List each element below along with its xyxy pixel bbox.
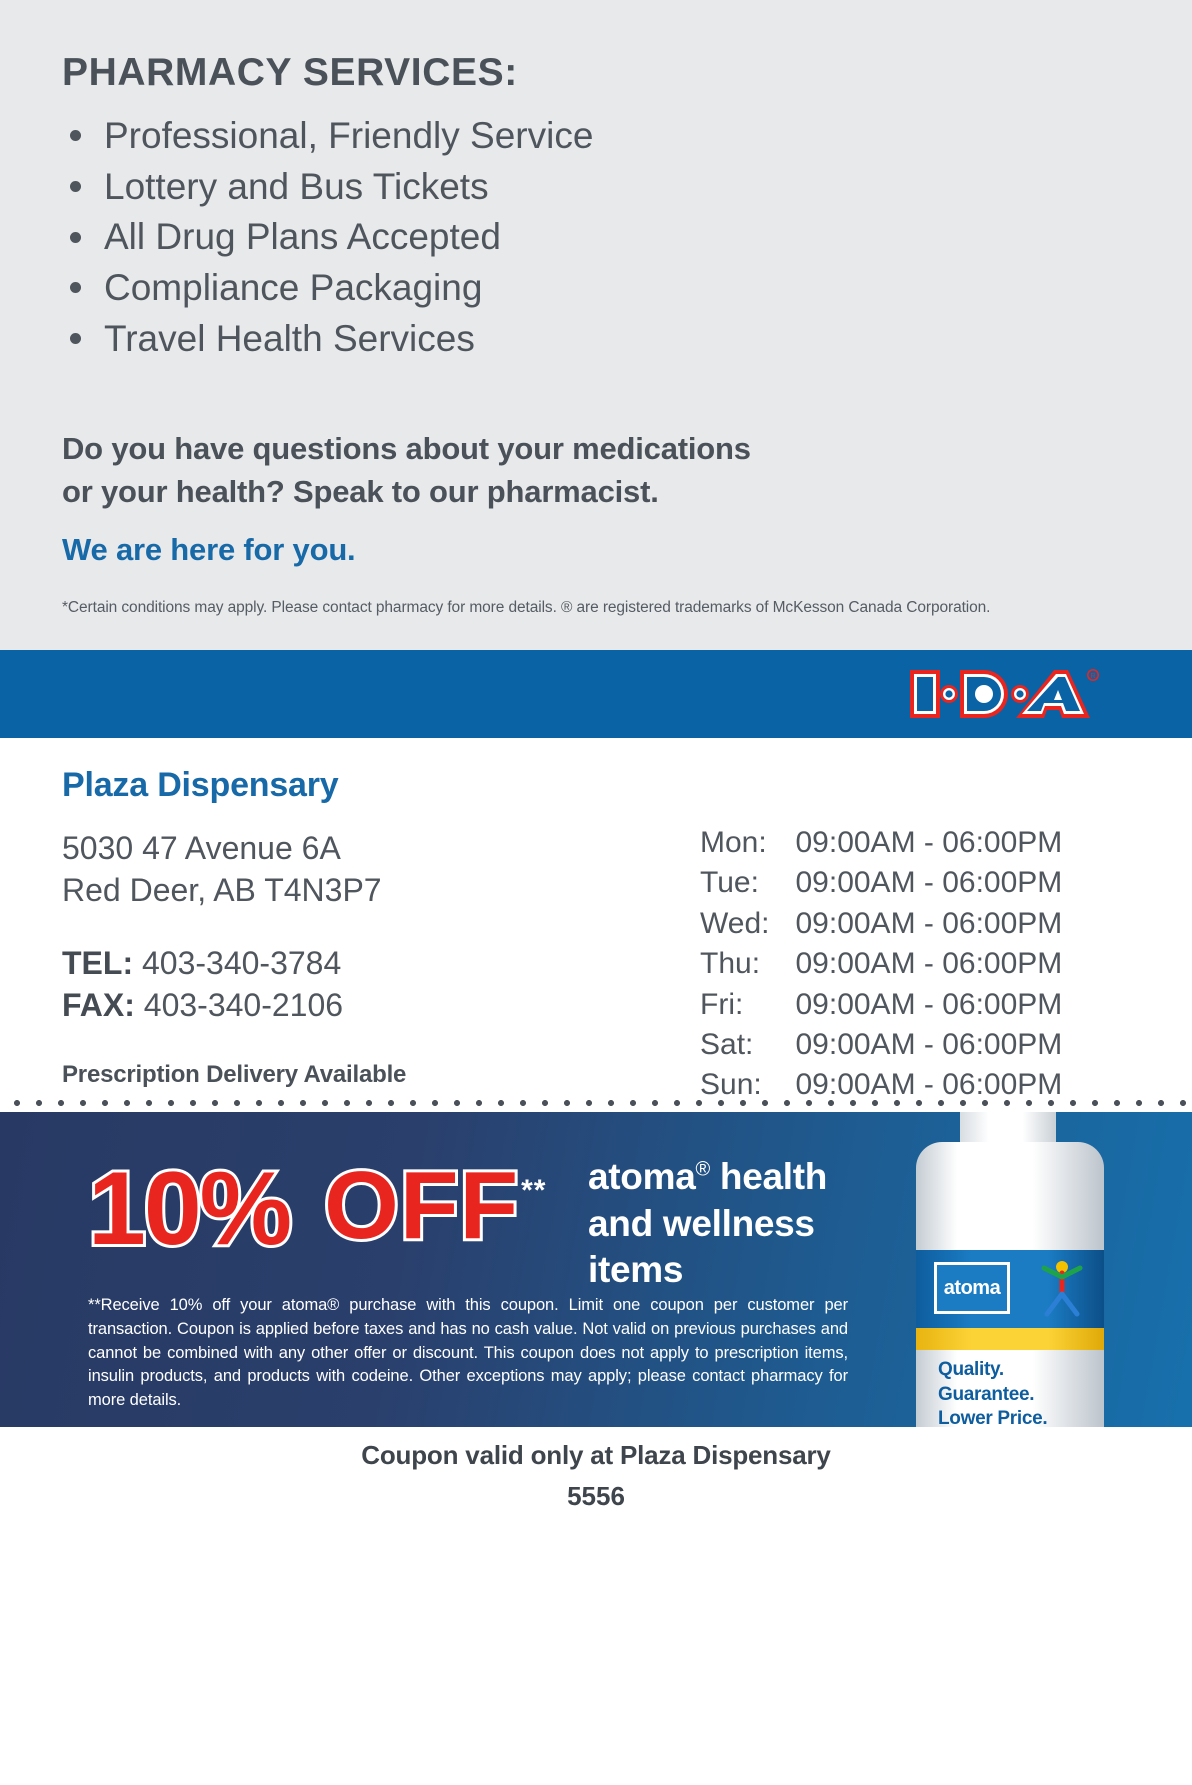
atoma-brand: atoma <box>588 1156 696 1197</box>
list-item: Compliance Packaging <box>62 263 1132 314</box>
coupon-offer-text: 10% OFF ** <box>85 1151 547 1267</box>
list-item: All Drug Plans Accepted <box>62 212 1132 263</box>
coupon-validity-text: Coupon valid only at Plaza Dispensary <box>361 1440 831 1470</box>
footnote-marker: ** <box>521 1174 547 1207</box>
table-row: Sat: 09:00AM - 06:00PM <box>700 1026 1062 1066</box>
ida-logo: R <box>904 664 1100 724</box>
discount-off-label: OFF <box>321 1152 521 1259</box>
bottle-claims: Quality. Guarantee. Lower Price. <box>916 1350 1104 1427</box>
store-name: Plaza Dispensary <box>62 766 339 804</box>
table-row: Sun: 09:00AM - 06:00PM <box>700 1066 1062 1106</box>
list-item: Professional, Friendly Service <box>62 111 1132 162</box>
headline-line-2: and wellness <box>588 1202 815 1244</box>
svg-text:R: R <box>1090 673 1095 680</box>
store-address: 5030 47 Avenue 6A Red Deer, AB T4N3P7 <box>62 827 622 911</box>
service-label: Travel Health Services <box>104 317 475 359</box>
headline-line-3: items <box>588 1249 684 1291</box>
address-line-2: Red Deer, AB T4N3P7 <box>62 872 382 909</box>
telephone-row: TEL: 403-340-3784 <box>62 943 622 985</box>
hours-day: Mon: <box>700 826 767 859</box>
store-info-panel: Plaza Dispensary 5030 47 Avenue 6A Red D… <box>0 738 1192 1101</box>
hours-day: Tue: <box>700 866 759 900</box>
store-contact-block: Plaza Dispensary 5030 47 Avenue 6A Red D… <box>62 766 622 1089</box>
hours-day: Fri: <box>700 987 744 1021</box>
address-line-1: 5030 47 Avenue 6A <box>62 830 341 866</box>
hours-day: Sun: <box>700 1068 762 1102</box>
question-line-2: or your health? Speak to our pharmacist. <box>62 474 659 510</box>
service-label: All Drug Plans Accepted <box>104 216 501 258</box>
hours-time: 09:00AM - 06:00PM <box>795 987 1063 1021</box>
headline-rest: health <box>709 1156 828 1197</box>
fax-row: FAX: 403-340-2106 <box>62 985 622 1027</box>
product-bottle-image: atoma Quality. Guarantee. Lower Price. <box>908 1112 1118 1427</box>
bottle-label: atoma <box>916 1250 1104 1328</box>
delivery-note: Prescription Delivery Available <box>62 1060 407 1088</box>
list-item: Travel Health Services <box>62 314 1132 365</box>
pharmacist-question: Do you have questions about your medicat… <box>62 428 1132 514</box>
claim-line-1: Quality. <box>938 1359 1004 1380</box>
person-icon <box>1041 1261 1083 1317</box>
hours-time: 09:00AM - 06:00PM <box>795 947 1063 981</box>
coupon-terms: **Receive 10% off your atoma® purchase w… <box>88 1296 848 1409</box>
coupon-banner: 10% OFF ** atoma® health and wellness it… <box>0 1112 1192 1427</box>
bullet-icon <box>70 180 81 192</box>
coupon-footer: Coupon valid only at Plaza Dispensary 55… <box>0 1440 1192 1512</box>
registered-icon: ® <box>695 1158 710 1181</box>
claim-line-2: Guarantee. <box>938 1383 1035 1405</box>
discount-percent: 10% <box>85 1151 295 1267</box>
table-row: Mon: 09:00AM - 06:00PM <box>700 824 1062 864</box>
tagline: We are here for you. <box>62 531 356 567</box>
service-label: Lottery and Bus Tickets <box>104 165 489 207</box>
tel-label: TEL: <box>62 945 134 982</box>
hours-time: 09:00AM - 06:00PM <box>795 1068 1063 1102</box>
bottle-yellow-band <box>916 1328 1104 1350</box>
question-line-1: Do you have questions about your medicat… <box>62 431 751 467</box>
table-row: Thu: 09:00AM - 06:00PM <box>700 945 1062 985</box>
bullet-icon <box>70 332 81 344</box>
hours-day: Sat: <box>700 1027 754 1061</box>
table-row: Tue: 09:00AM - 06:00PM <box>700 864 1062 904</box>
page-title: PHARMACY SERVICES: <box>62 51 518 94</box>
list-item: Lottery and Bus Tickets <box>62 162 1132 213</box>
table-row: Fri: 09:00AM - 06:00PM <box>700 986 1062 1026</box>
fax-value: 403-340-2106 <box>143 987 344 1024</box>
store-hours-table: Mon: 09:00AM - 06:00PM Tue: 09:00AM - 06… <box>700 824 1062 1107</box>
hours-day: Wed: <box>700 906 770 940</box>
hours-time: 09:00AM - 06:00PM <box>795 866 1063 900</box>
claim-line-3: Lower Price. <box>938 1408 1048 1427</box>
store-phone-block: TEL: 403-340-3784 FAX: 403-340-2106 <box>62 943 622 1026</box>
hours-time: 09:00AM - 06:00PM <box>795 906 1063 940</box>
bullet-icon <box>70 130 81 142</box>
brand-band: R <box>0 650 1192 738</box>
pharmacy-services-panel: PHARMACY SERVICES: Professional, Friendl… <box>0 0 1192 650</box>
legal-disclaimer: *Certain conditions may apply. Please co… <box>62 598 991 616</box>
hours-day: Thu: <box>700 947 761 981</box>
bullet-icon <box>70 231 81 243</box>
bullet-icon <box>70 282 81 294</box>
hours-time: 09:00AM - 06:00PM <box>795 1027 1063 1061</box>
coupon-headline: atoma® health and wellness items <box>588 1154 888 1294</box>
store-code: 5556 <box>567 1481 625 1511</box>
service-label: Professional, Friendly Service <box>104 114 594 156</box>
service-label: Compliance Packaging <box>104 266 483 308</box>
table-row: Wed: 09:00AM - 06:00PM <box>700 905 1062 945</box>
fax-label: FAX: <box>62 987 135 1024</box>
services-list: Professional, Friendly Service Lottery a… <box>62 111 1132 364</box>
coupon-tear-line <box>0 1096 1192 1110</box>
hours-time: 09:00AM - 06:00PM <box>795 826 1063 859</box>
tel-value[interactable]: 403-340-3784 <box>141 945 342 982</box>
atoma-logo-chip: atoma <box>934 1262 1010 1314</box>
